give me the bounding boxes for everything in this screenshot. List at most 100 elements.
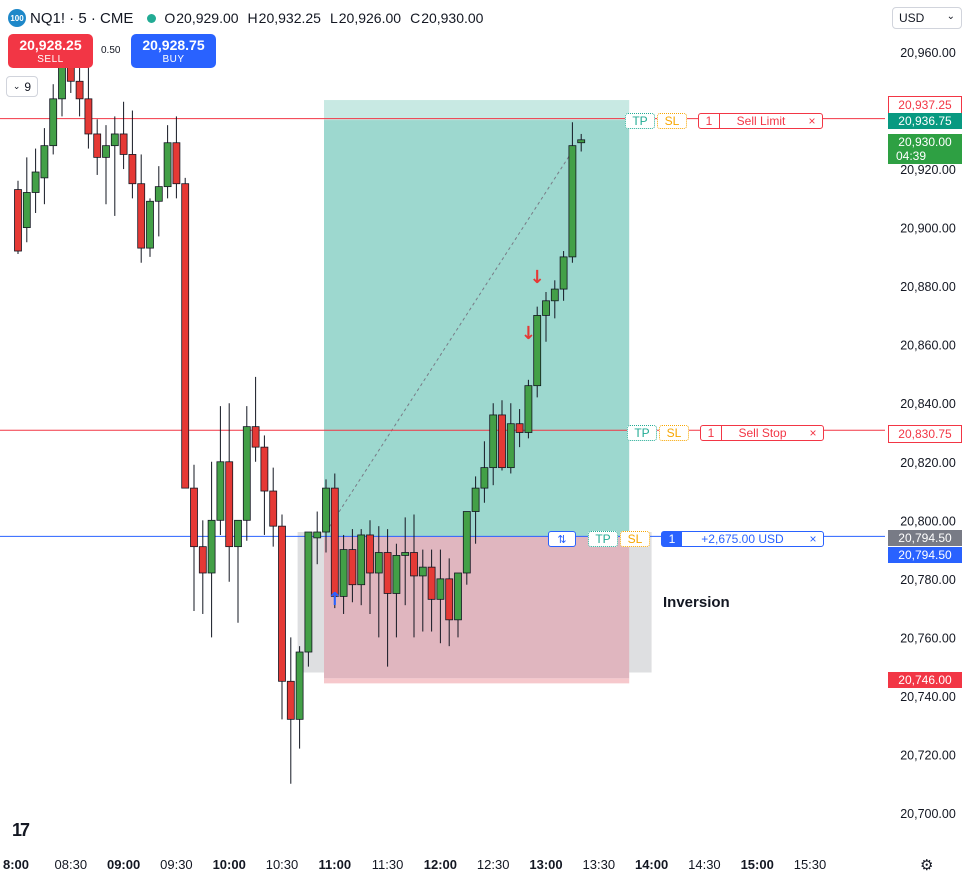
candle-body bbox=[75, 80, 84, 100]
gear-icon[interactable]: ⚙ bbox=[920, 857, 934, 874]
candle-body bbox=[242, 426, 251, 521]
currency-select[interactable]: USD ⌄ bbox=[892, 7, 962, 29]
candle-body bbox=[93, 133, 102, 158]
tradingview-logo[interactable]: 17 bbox=[12, 820, 30, 840]
x-axis-tick-label: 08:30 bbox=[55, 857, 88, 872]
candle-body bbox=[278, 525, 286, 682]
x-axis-tick-label: 8:00 bbox=[3, 857, 29, 872]
indicators-toggle-button[interactable]: ⌄ 9 bbox=[6, 76, 38, 97]
position-sl-button[interactable]: SL bbox=[620, 531, 650, 547]
position-tp-button[interactable]: TP bbox=[588, 531, 618, 547]
reverse-position-icon[interactable]: ⇅ bbox=[548, 531, 576, 547]
candle-body bbox=[489, 414, 498, 469]
candle-body bbox=[128, 154, 137, 185]
candle-body bbox=[102, 145, 110, 158]
sell-stop-sl-button[interactable]: SL bbox=[659, 425, 689, 441]
candle-body bbox=[286, 680, 295, 720]
candle-body bbox=[427, 566, 436, 600]
sell-button[interactable]: 20,928.25 SELL bbox=[8, 34, 93, 68]
sell-limit-tp-button[interactable]: TP bbox=[625, 113, 655, 129]
candle-body bbox=[533, 315, 542, 387]
close-icon[interactable]: × bbox=[808, 114, 816, 128]
y-axis-tick-label: 20,840.00 bbox=[900, 397, 956, 411]
candle-body bbox=[577, 139, 586, 144]
ohlc-open: O20,929.00 bbox=[164, 10, 239, 26]
candle-body bbox=[330, 487, 339, 597]
x-axis-tick-label: 10:30 bbox=[266, 857, 299, 872]
candle-body bbox=[22, 192, 31, 229]
sell-stop-order[interactable]: 1 Sell Stop × bbox=[700, 425, 824, 441]
candle-body bbox=[137, 183, 146, 249]
close-icon[interactable]: × bbox=[809, 426, 817, 440]
target-price-tag: 20,936.75 bbox=[888, 113, 962, 129]
buy-button[interactable]: 20,928.75 BUY bbox=[131, 34, 216, 68]
candle-body bbox=[190, 487, 198, 548]
candle-body bbox=[172, 142, 181, 185]
stop-zone-edge bbox=[324, 678, 630, 684]
position-qty: 1 bbox=[662, 532, 682, 546]
x-axis-tick-label: 12:00 bbox=[424, 857, 457, 872]
currency-value: USD bbox=[899, 11, 925, 25]
arrow-up-icon: ↑ bbox=[327, 589, 342, 610]
stop-price-tag: 20,746.00 bbox=[888, 672, 962, 688]
candle-body bbox=[251, 426, 260, 448]
spread-value: 0.50 bbox=[101, 45, 121, 56]
sell-limit-sl-button[interactable]: SL bbox=[657, 113, 687, 129]
chevron-down-icon: ⌄ bbox=[946, 11, 955, 22]
candle-body bbox=[374, 552, 383, 574]
x-axis-tick-label: 15:30 bbox=[794, 857, 827, 872]
candle-body bbox=[454, 572, 462, 621]
candle-body bbox=[339, 549, 348, 597]
sell-label: SELL bbox=[37, 54, 64, 65]
candle-body bbox=[410, 552, 418, 577]
order-label: Sell Limit bbox=[736, 114, 786, 128]
candle-body bbox=[418, 566, 427, 577]
buy-label: BUY bbox=[162, 54, 185, 65]
current-price: 20,930.00 bbox=[898, 135, 952, 149]
sell-price: 20,928.25 bbox=[19, 37, 82, 53]
y-axis-tick-label: 20,720.00 bbox=[900, 748, 956, 762]
y-axis-tick-label: 20,900.00 bbox=[900, 222, 956, 236]
candle-body bbox=[313, 531, 322, 539]
candle-body bbox=[322, 487, 330, 533]
candle-body bbox=[269, 490, 278, 527]
position-pnl: +2,675.00 USD bbox=[701, 532, 784, 546]
current-price-tag: 20,930.00 04:39 bbox=[888, 134, 962, 164]
symbol-title[interactable]: NQ1! · 5 · CME bbox=[30, 9, 134, 27]
candle-body bbox=[550, 288, 559, 302]
x-axis-tick-label: 14:30 bbox=[688, 857, 721, 872]
candle-body bbox=[559, 256, 568, 290]
candle-body bbox=[357, 534, 366, 586]
ohlc-low: L20,926.00 bbox=[329, 10, 402, 26]
position-order[interactable]: 1 +2,675.00 USD × bbox=[661, 531, 824, 547]
y-axis-tick-label: 20,780.00 bbox=[900, 573, 956, 587]
symbol-logo-icon: 100 bbox=[8, 9, 26, 27]
x-axis-tick-label: 15:00 bbox=[741, 857, 774, 872]
sell-limit-price-tag: 20,937.25 bbox=[888, 96, 962, 114]
candle-body bbox=[366, 534, 374, 574]
order-qty: 1 bbox=[701, 426, 722, 440]
sell-stop-tp-button[interactable]: TP bbox=[627, 425, 657, 441]
chevron-down-icon: ⌄ bbox=[12, 81, 21, 91]
symbol-legend: 100 NQ1! · 5 · CME O20,929.00 H20,932.25… bbox=[8, 8, 492, 28]
x-axis-tick-label: 09:00 bbox=[107, 857, 140, 872]
candle-body bbox=[524, 385, 533, 433]
candle-body bbox=[84, 98, 93, 135]
sell-limit-order[interactable]: 1 Sell Limit × bbox=[698, 113, 823, 129]
market-open-icon bbox=[147, 13, 157, 23]
close-icon[interactable]: × bbox=[809, 532, 817, 546]
candle-body bbox=[471, 487, 480, 512]
buy-price: 20,928.75 bbox=[142, 37, 205, 53]
x-axis-tick-label: 09:30 bbox=[160, 857, 193, 872]
candle-body bbox=[181, 183, 190, 489]
loss-zone bbox=[324, 536, 630, 679]
position-price-tag-blue: 20,794.50 bbox=[888, 547, 962, 563]
candle-body bbox=[498, 414, 506, 469]
y-axis-tick-label: 20,880.00 bbox=[900, 280, 956, 294]
candle-body bbox=[40, 145, 49, 179]
candle-body bbox=[14, 189, 22, 252]
candle-body bbox=[392, 555, 401, 594]
inversion-label: Inversion bbox=[663, 594, 730, 611]
